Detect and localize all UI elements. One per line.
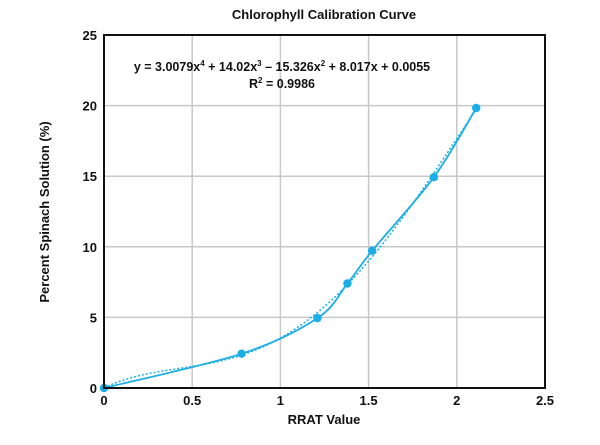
chart-title: Chlorophyll Calibration Curve <box>232 7 416 22</box>
data-point <box>472 103 481 113</box>
series-line <box>103 107 477 389</box>
x-tick-label: 0 <box>100 393 107 408</box>
x-tick-label: 0.5 <box>183 393 201 408</box>
data-point <box>367 246 377 255</box>
r-squared: R2 = 0.9986 <box>249 76 315 91</box>
trendline <box>103 108 477 389</box>
data-marks <box>99 103 481 393</box>
y-tick-label: 10 <box>83 240 97 255</box>
y-tick-label: 0 <box>90 381 97 396</box>
plot-frame <box>103 34 546 389</box>
y-tick-label: 5 <box>90 310 97 325</box>
x-axis-label: RRAT Value <box>288 412 361 427</box>
y-tick-label: 15 <box>83 169 97 184</box>
trendline-equation: y = 3.0079x4 + 14.02x3 – 15.326x2 + 8.01… <box>134 59 430 74</box>
data-point <box>343 279 352 288</box>
x-tick-label: 1.5 <box>360 393 378 408</box>
y-tick-label: 25 <box>83 28 97 43</box>
tick-labels: 0 0.5 1 1.5 2 2.5 0 5 10 15 20 25 <box>83 28 555 408</box>
data-point <box>429 172 439 182</box>
x-tick-label: 2 <box>453 393 460 408</box>
x-tick-label: 2.5 <box>536 393 554 408</box>
y-axis-label: Percent Spinach Solution (%) <box>37 121 52 302</box>
data-point <box>237 349 246 358</box>
x-tick-label: 1 <box>277 393 284 408</box>
grid <box>103 34 546 389</box>
y-tick-label: 20 <box>83 99 97 114</box>
data-point <box>313 313 322 323</box>
